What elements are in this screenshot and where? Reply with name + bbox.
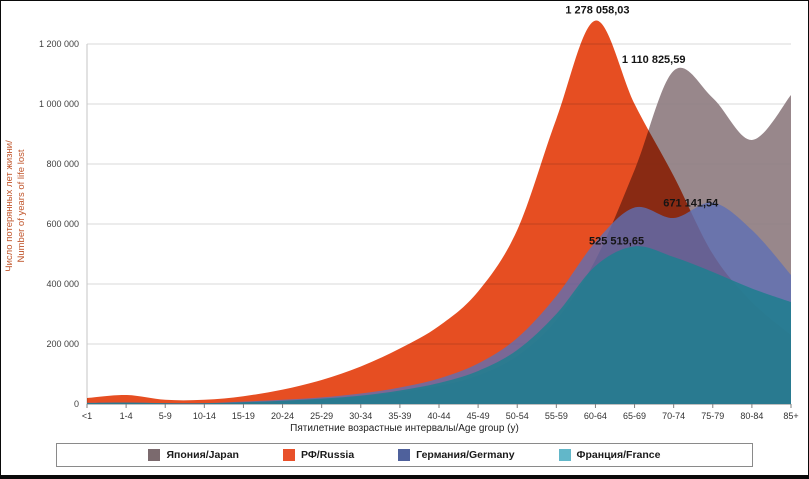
svg-text:600 000: 600 000 (46, 219, 79, 229)
svg-text:0: 0 (74, 399, 79, 409)
data-label: 671 141,54 (663, 198, 719, 210)
data-label: 525 519,65 (589, 235, 644, 247)
chart-area: Число потерянных лет жизни/ Number of ye… (1, 1, 808, 425)
legend-label-germany: Германия/Germany (416, 449, 515, 461)
svg-text:80-84: 80-84 (740, 411, 763, 421)
legend-item-russia: РФ/Russia (282, 449, 355, 461)
svg-text:200 000: 200 000 (46, 339, 79, 349)
legend: Япония/Japan РФ/Russia Германия/Germany … (56, 443, 753, 467)
svg-text:1-4: 1-4 (120, 411, 133, 421)
legend-item-france: Франция/France (558, 449, 661, 461)
series-area (87, 246, 791, 404)
svg-text:1 000 000: 1 000 000 (39, 99, 79, 109)
svg-text:75-79: 75-79 (701, 411, 724, 421)
chart-svg: 0 200 000 400 000 600 000 800 000 1 000 000 1 … (39, 5, 799, 421)
x-axis-title: Пятилетние возрастные интервалы/Age grou… (290, 423, 519, 434)
legend-swatch-russia-icon (282, 449, 295, 461)
svg-text:65-69: 65-69 (623, 411, 646, 421)
svg-text:45-49: 45-49 (467, 411, 490, 421)
svg-text:55-59: 55-59 (545, 411, 568, 421)
svg-text:60-64: 60-64 (584, 411, 607, 421)
legend-swatch-germany-icon (398, 449, 411, 461)
svg-text:400 000: 400 000 (46, 279, 79, 289)
svg-text:<1: <1 (82, 411, 92, 421)
svg-text:10-14: 10-14 (193, 411, 216, 421)
legend-swatch-japan-icon (148, 449, 161, 461)
svg-text:35-39: 35-39 (388, 411, 411, 421)
legend-item-japan: Япония/Japan (148, 449, 239, 461)
legend-label-japan: Япония/Japan (166, 449, 239, 461)
data-label: 1 110 825,59 (622, 54, 686, 66)
svg-text:50-54: 50-54 (506, 411, 529, 421)
svg-text:85+: 85+ (783, 411, 798, 421)
legend-swatch-france-icon (558, 449, 571, 461)
svg-text:1 200 000: 1 200 000 (39, 39, 79, 49)
svg-text:40-44: 40-44 (427, 411, 450, 421)
svg-text:70-74: 70-74 (662, 411, 685, 421)
svg-text:5-9: 5-9 (159, 411, 172, 421)
svg-text:15-19: 15-19 (232, 411, 255, 421)
svg-text:20-24: 20-24 (271, 411, 294, 421)
svg-text:30-34: 30-34 (349, 411, 372, 421)
svg-text:25-29: 25-29 (310, 411, 333, 421)
legend-label-france: Франция/France (576, 449, 661, 461)
legend-item-germany: Германия/Germany (398, 449, 515, 461)
svg-text:800 000: 800 000 (46, 159, 79, 169)
data-label: 1 278 058,03 (565, 5, 629, 17)
legend-label-russia: РФ/Russia (300, 449, 355, 461)
